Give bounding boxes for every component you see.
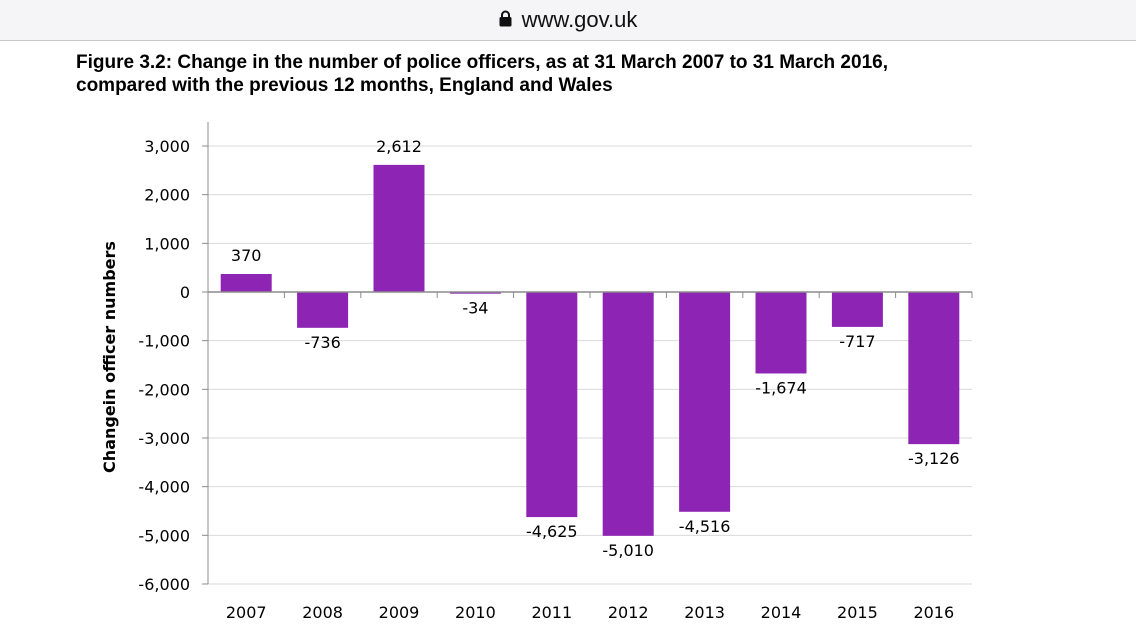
data-label-2009: 2,612 bbox=[376, 137, 422, 156]
x-tick-label: 2015 bbox=[837, 603, 878, 622]
y-tick-label: -5,000 bbox=[138, 526, 190, 545]
y-tick-label: -6,000 bbox=[138, 575, 190, 594]
y-tick-label: 0 bbox=[180, 283, 190, 302]
bar-2009 bbox=[373, 164, 425, 292]
bar-2014 bbox=[755, 292, 807, 374]
y-tick-label: -3,000 bbox=[138, 429, 190, 448]
data-label-2007: 370 bbox=[231, 246, 262, 265]
x-tick-label: 2014 bbox=[761, 603, 802, 622]
x-tick-label: 2010 bbox=[455, 603, 496, 622]
y-tick-label: 3,000 bbox=[144, 137, 190, 156]
x-tick-label: 2012 bbox=[608, 603, 649, 622]
x-tick-label: 2013 bbox=[684, 603, 725, 622]
data-label-2010: -34 bbox=[462, 299, 488, 318]
bar-2011 bbox=[526, 292, 578, 518]
bar-2010 bbox=[449, 292, 501, 294]
bar-2013 bbox=[679, 292, 731, 512]
address-bar[interactable]: www.gov.uk bbox=[0, 0, 1136, 41]
x-tick-label: 2008 bbox=[302, 603, 343, 622]
data-label-2014: -1,674 bbox=[755, 378, 807, 397]
bar-2007 bbox=[220, 273, 272, 292]
y-tick-label: -1,000 bbox=[138, 332, 190, 351]
bar-2012 bbox=[602, 292, 654, 536]
y-tick-label: 1,000 bbox=[144, 234, 190, 253]
figure-title-line-2: compared with the previous 12 months, En… bbox=[76, 75, 613, 96]
data-label-2011: -4,625 bbox=[526, 522, 578, 541]
data-label-2012: -5,010 bbox=[602, 541, 654, 560]
data-label-2016: -3,126 bbox=[908, 449, 960, 468]
y-tick-label: -2,000 bbox=[138, 380, 190, 399]
url-text: www.gov.uk bbox=[521, 7, 638, 32]
data-label-2008: -736 bbox=[304, 333, 340, 352]
y-tick-label: 2,000 bbox=[144, 186, 190, 205]
data-label-2015: -717 bbox=[839, 332, 875, 351]
figure-title: Figure 3.2: Change in the number of poli… bbox=[76, 51, 1116, 97]
x-tick-label: 2011 bbox=[531, 603, 572, 622]
bar-2016 bbox=[908, 292, 960, 445]
bar-2008 bbox=[297, 292, 349, 328]
x-tick-label: 2009 bbox=[379, 603, 420, 622]
bar-2015 bbox=[831, 292, 883, 327]
y-tick-label: -4,000 bbox=[138, 478, 190, 497]
x-tick-label: 2007 bbox=[226, 603, 267, 622]
y-axis-title: Changein officer numbers bbox=[100, 241, 119, 473]
lock-icon bbox=[499, 7, 512, 33]
figure-title-line-1: Figure 3.2: Change in the number of poli… bbox=[76, 52, 888, 73]
x-tick-label: 2016 bbox=[913, 603, 954, 622]
data-label-2013: -4,516 bbox=[679, 517, 731, 536]
